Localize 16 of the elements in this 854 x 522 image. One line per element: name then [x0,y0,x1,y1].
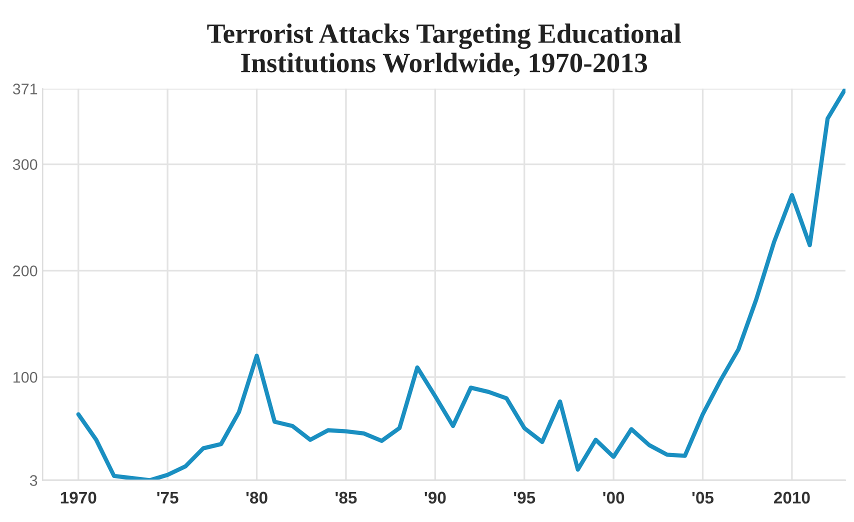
x-tick-label: '05 [692,492,714,504]
y-tick-label: 200 [13,266,38,276]
x-tick-label: '95 [514,492,536,504]
y-tick-label: 100 [14,372,38,383]
x-tick-label: 2010 [774,492,810,504]
x-tick-label: '80 [246,492,268,504]
y-tick-label: 3 [30,475,38,486]
line-series [76,88,846,480]
x-tick-label: 1970 [60,492,96,504]
x-tick-label: '00 [603,492,624,504]
chart-title: Terrorist Attacks Targeting Educational Institutions Worldwide, 1970-2013 [207,24,681,76]
y-tick-label: 371 [12,84,38,94]
y-tick-label: 300 [12,159,38,170]
x-tick-label: '85 [336,492,357,504]
x-tick-label: '75 [157,492,178,504]
x-tick-label: '90 [424,492,446,504]
